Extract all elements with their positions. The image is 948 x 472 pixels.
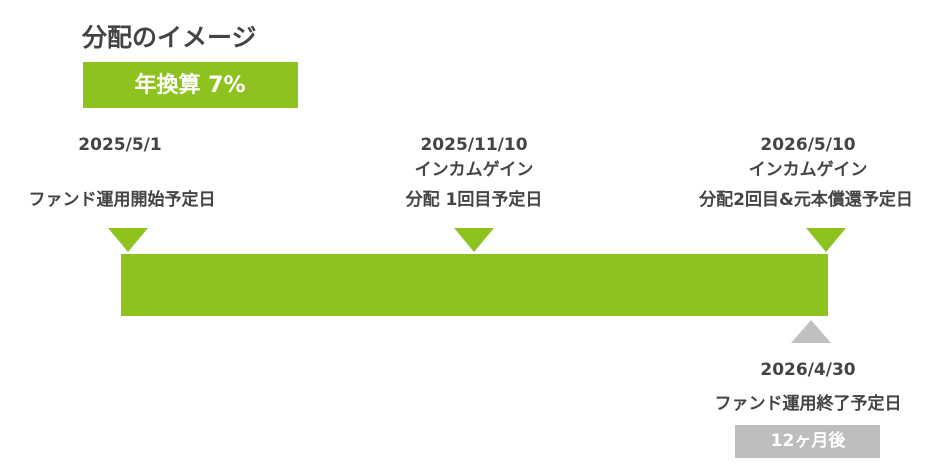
milestone-label: 分配2回目&元本償還予定日	[699, 190, 913, 210]
end-date: 2026/4/30	[760, 360, 856, 380]
milestone-date: 2025/11/10	[420, 135, 528, 155]
period-bar	[121, 254, 828, 316]
second-distribution-marker	[806, 228, 846, 252]
rate-badge: 年換算 7%	[134, 73, 246, 98]
rate-badge-bg	[83, 62, 298, 108]
end-label: ファンド運用終了予定日	[714, 394, 902, 414]
first-distribution-marker	[454, 228, 494, 252]
milestone-date: 2025/5/1	[78, 135, 162, 155]
milestone-label: 分配 1回目予定日	[405, 190, 543, 210]
milestone-date: 2026/5/10	[760, 135, 856, 155]
milestone-label: インカムゲイン	[748, 160, 868, 180]
duration-badge: 12ヶ月後	[770, 431, 846, 451]
end-marker	[791, 320, 831, 343]
milestone-label: ファンド運用開始予定日	[28, 190, 216, 210]
start-marker	[108, 228, 148, 252]
title: 分配のイメージ	[82, 23, 257, 52]
duration-badge-bg	[735, 425, 880, 458]
milestone-label: インカムゲイン	[414, 160, 534, 180]
